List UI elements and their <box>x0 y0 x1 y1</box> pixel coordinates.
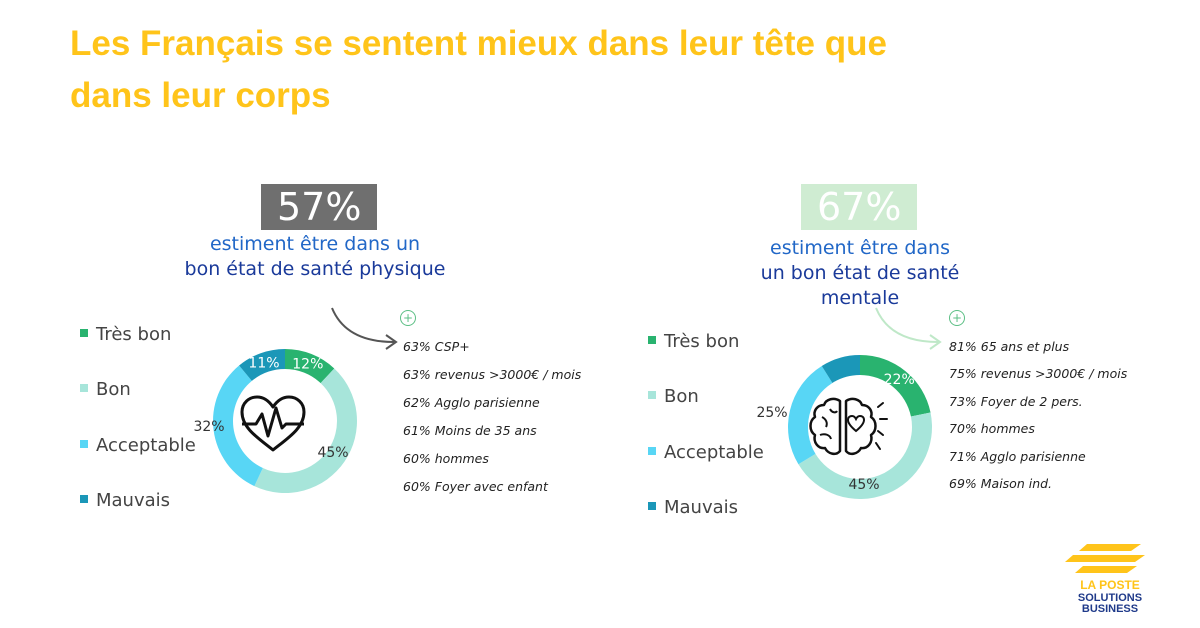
heartbeat-icon <box>240 395 306 452</box>
legend-item-bon: Bon <box>648 387 699 407</box>
mental-description-line-3: mentale <box>820 287 900 309</box>
mental-health-panel: 67% estiment être dans un bon état de sa… <box>600 0 1200 628</box>
legend-item-mauvais: Mauvais <box>648 498 738 518</box>
legend-swatch-bon <box>80 384 88 392</box>
legend-item-bon: Bon <box>80 380 131 400</box>
legend-item-tres-bon: Très bon <box>648 332 739 352</box>
physical-fact: 63% revenus >3000€ / mois <box>403 367 582 382</box>
mental-donut-label-tres-bon: 22% <box>884 372 915 388</box>
mental-fact: 73% Foyer de 2 pers. <box>949 394 1083 409</box>
physical-fact: 61% Moins de 35 ans <box>403 423 537 438</box>
physical-donut-label-acceptable: 32% <box>193 419 224 435</box>
physical-description-line-1: estiment être dans un <box>209 233 421 255</box>
physical-description-line-2: bon état de santé physique <box>184 258 446 280</box>
mental-fact: 75% revenus >3000€ / mois <box>949 366 1128 381</box>
mental-fact: 69% Maison ind. <box>949 476 1053 491</box>
legend-label-tres-bon: Très bon <box>664 331 740 352</box>
title-line-1: Les Français se sentent mieux dans leur … <box>70 24 887 63</box>
legend-swatch-mauvais <box>80 495 88 503</box>
logo-line-3: BUSINESS <box>1081 603 1139 615</box>
la-poste-logo: LA POSTE SOLUTIONS BUSINESS <box>1065 540 1155 620</box>
physical-fact: 60% Foyer avec enfant <box>403 479 548 494</box>
plus-circle-icon: + <box>400 310 416 326</box>
mental-donut-segment-mauvais <box>821 355 860 383</box>
legend-item-tres-bon: Très bon <box>80 325 171 345</box>
physical-description: estiment être dans un bon état de santé … <box>130 232 500 282</box>
mental-description-line-1: estiment être dans <box>770 237 950 259</box>
legend-label-bon: Bon <box>96 379 131 400</box>
mental-donut-label-mauvais: 9% <box>826 339 848 355</box>
mental-fact: 81% 65 ans et plus <box>949 339 1070 354</box>
physical-donut-label-mauvais: 11% <box>248 356 279 372</box>
legend-swatch-tres-bon <box>648 336 656 344</box>
mental-donut-label-bon: 45% <box>848 477 879 493</box>
legend-item-acceptable: Acceptable <box>648 443 764 463</box>
page-title: Les Français se sentent mieux dans leur … <box>70 18 970 122</box>
plus-circle-icon: + <box>949 310 965 326</box>
physical-donut-chart: 12% 45% 32% 11% <box>193 349 357 493</box>
physical-donut-segment-mauvais <box>239 349 285 381</box>
logo-line-2: SOLUTIONS <box>1077 592 1143 604</box>
physical-donut-segment-bon <box>254 368 357 493</box>
legend-label-acceptable: Acceptable <box>96 435 196 456</box>
physical-percent-badge: 57% <box>261 184 378 230</box>
physical-fact: 60% hommes <box>403 451 489 466</box>
mental-description-line-2: un bon état de santé <box>760 262 960 284</box>
mental-donut-chart: 22% 45% 25% 9% <box>756 339 932 499</box>
mental-donut-segment-tres-bon <box>860 355 931 417</box>
logo-line-1: LA POSTE <box>1080 578 1140 592</box>
legend-label-mauvais: Mauvais <box>96 490 171 511</box>
mental-donut-label-acceptable: 25% <box>756 405 787 421</box>
legend-swatch-acceptable <box>80 440 88 448</box>
physical-donut-segment-tres-bon <box>285 349 335 384</box>
legend-swatch-tres-bon <box>80 329 88 337</box>
physical-health-panel: 57% estiment être dans un bon état de sa… <box>80 184 582 511</box>
title-line-2: dans leur corps <box>70 76 331 115</box>
mental-percent-badge: 67% <box>801 184 918 230</box>
legend-label-acceptable: Acceptable <box>664 442 764 463</box>
mental-fact: 70% hommes <box>949 421 1035 436</box>
mental-description: estiment être dans un bon état de santé … <box>680 236 1040 311</box>
physical-fact: 62% Agglo parisienne <box>403 395 540 410</box>
legend-label-bon: Bon <box>664 386 699 407</box>
physical-donut-label-tres-bon: 12% <box>292 356 323 372</box>
legend-swatch-bon <box>648 391 656 399</box>
la-poste-bird-icon <box>1065 544 1145 573</box>
brain-heart-icon <box>809 397 888 456</box>
legend-item-acceptable: Acceptable <box>80 436 196 456</box>
physical-donut-label-bon: 45% <box>317 445 348 461</box>
physical-fact: 63% CSP+ <box>403 339 470 354</box>
arrow-icon <box>875 307 942 350</box>
mental-fact: 71% Agglo parisienne <box>949 449 1086 464</box>
arrow-icon <box>331 307 398 350</box>
mental-donut-segment-acceptable <box>788 365 833 465</box>
legend-label-mauvais: Mauvais <box>664 497 739 518</box>
physical-donut-segment-acceptable <box>213 365 263 487</box>
legend-label-tres-bon: Très bon <box>96 324 172 345</box>
legend-swatch-acceptable <box>648 447 656 455</box>
legend-swatch-mauvais <box>648 502 656 510</box>
legend-item-mauvais: Mauvais <box>80 491 170 511</box>
mental-donut-segment-bon <box>798 412 932 499</box>
